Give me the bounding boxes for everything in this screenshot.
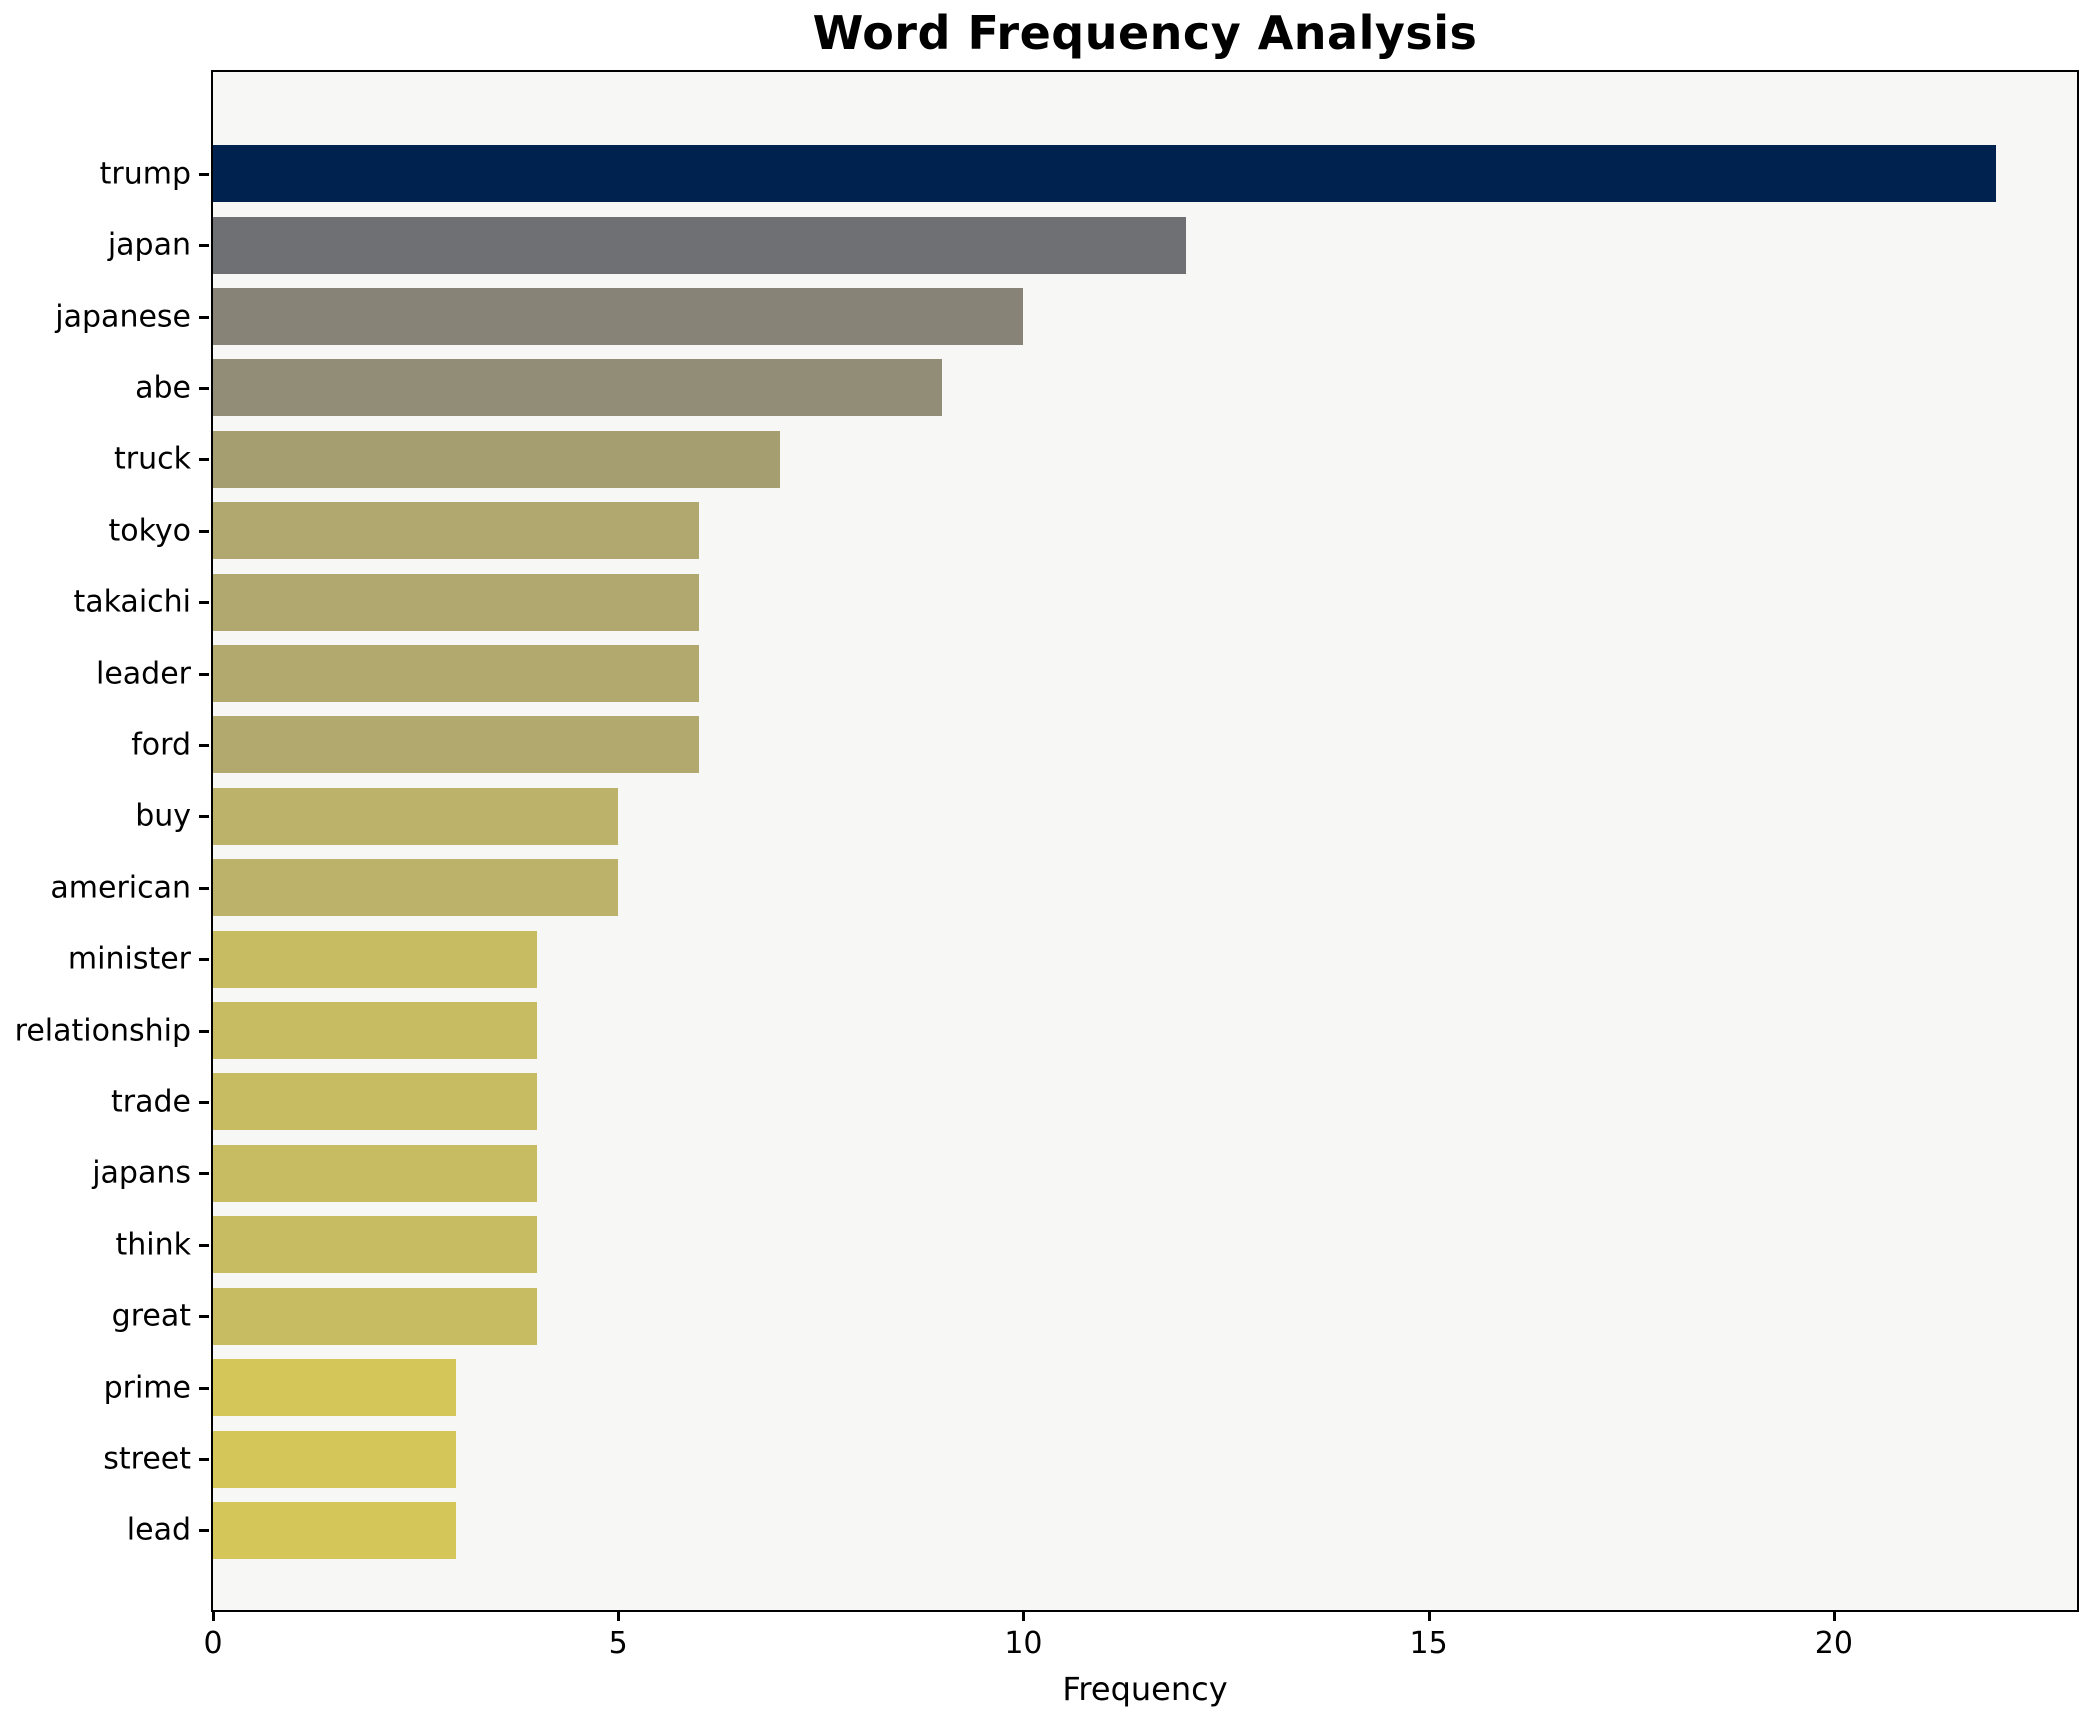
y-tick-label: buy bbox=[135, 798, 191, 834]
bar-row: relationship bbox=[15, 995, 2077, 1066]
x-tick-label: 10 bbox=[1004, 1626, 1043, 1661]
y-tick bbox=[199, 172, 209, 176]
bar-row: takaichi bbox=[73, 566, 2077, 637]
y-tick bbox=[199, 886, 209, 890]
chart-title: Word Frequency Analysis bbox=[812, 6, 1478, 60]
x-axis-label: Frequency bbox=[1062, 1670, 1228, 1708]
y-tick bbox=[199, 1029, 209, 1033]
x-tick bbox=[1832, 1610, 1836, 1621]
bar bbox=[213, 1501, 457, 1559]
bar bbox=[213, 430, 781, 488]
y-tick-label: american bbox=[50, 870, 191, 906]
bar bbox=[213, 930, 538, 988]
bar-row: ford bbox=[131, 709, 2077, 780]
y-tick bbox=[199, 458, 209, 462]
bar bbox=[213, 1359, 457, 1417]
x-tick-label: 20 bbox=[1814, 1626, 1853, 1661]
y-tick bbox=[199, 1172, 209, 1176]
y-tick-label: tokyo bbox=[108, 513, 191, 549]
bar bbox=[213, 787, 619, 845]
y-tick-label: truck bbox=[114, 441, 191, 477]
y-tick-label: street bbox=[103, 1441, 191, 1477]
bar-row: truck bbox=[114, 424, 2077, 495]
x-tick bbox=[1022, 1610, 1026, 1621]
bar bbox=[213, 359, 943, 417]
x-tick bbox=[617, 1610, 621, 1621]
bar-row: japan bbox=[108, 209, 2077, 280]
y-tick bbox=[199, 1315, 209, 1319]
y-tick bbox=[199, 958, 209, 962]
bar-row: abe bbox=[135, 352, 2077, 423]
y-tick bbox=[199, 315, 209, 319]
x-tick bbox=[1427, 1610, 1431, 1621]
bar-row: think bbox=[116, 1209, 2077, 1280]
bar-row: tokyo bbox=[108, 495, 2077, 566]
x-tick-label: 15 bbox=[1409, 1626, 1448, 1661]
bar-row: japanese bbox=[55, 281, 2077, 352]
bar-row: street bbox=[103, 1423, 2077, 1494]
bar bbox=[213, 216, 1186, 274]
bars-container: trump japan japanese abe truck tokyo tak… bbox=[15, 138, 2077, 1566]
y-tick-label: great bbox=[111, 1298, 191, 1334]
bar bbox=[213, 1073, 538, 1131]
y-tick-label: japans bbox=[92, 1155, 191, 1191]
y-tick-label: ford bbox=[131, 727, 191, 763]
bar-row: leader bbox=[96, 638, 2077, 709]
x-tick-label: 5 bbox=[608, 1626, 628, 1661]
y-tick-label: trump bbox=[99, 156, 191, 192]
bar bbox=[213, 716, 700, 774]
y-tick-label: prime bbox=[103, 1370, 191, 1406]
y-tick bbox=[199, 1386, 209, 1390]
y-tick-label: trade bbox=[111, 1084, 191, 1120]
bar-row: lead bbox=[127, 1495, 2077, 1566]
bar bbox=[213, 1287, 538, 1345]
bar-row: american bbox=[50, 852, 2077, 923]
bar bbox=[213, 859, 619, 917]
y-tick-label: takaichi bbox=[73, 584, 191, 620]
y-tick bbox=[199, 1458, 209, 1462]
x-tick bbox=[212, 1610, 215, 1621]
y-tick-label: abe bbox=[135, 370, 191, 406]
bar bbox=[213, 288, 1024, 346]
y-tick-label: leader bbox=[95, 656, 191, 692]
bar bbox=[213, 1430, 457, 1488]
y-tick bbox=[199, 244, 209, 248]
y-tick bbox=[199, 672, 209, 676]
plot-area: trump japan japanese abe truck tokyo tak… bbox=[15, 70, 2079, 1708]
y-tick-label: japan bbox=[107, 227, 191, 263]
bar bbox=[213, 145, 1996, 203]
y-tick bbox=[199, 601, 209, 605]
bar-row: trump bbox=[100, 138, 2077, 209]
bar-row: trade bbox=[111, 1066, 2077, 1137]
y-tick bbox=[199, 386, 209, 390]
y-tick bbox=[199, 1243, 209, 1247]
bar-row: prime bbox=[104, 1352, 2077, 1423]
y-tick-label: think bbox=[115, 1227, 192, 1263]
y-tick bbox=[199, 1100, 209, 1104]
bar-row: minister bbox=[68, 923, 2077, 994]
y-tick-label: minister bbox=[67, 941, 191, 977]
bar bbox=[213, 502, 700, 560]
bar-row: great bbox=[112, 1281, 2077, 1352]
y-tick-label: japanese bbox=[55, 299, 191, 335]
y-tick-label: lead bbox=[126, 1512, 191, 1548]
bar bbox=[213, 1216, 538, 1274]
y-tick bbox=[199, 815, 209, 819]
bar bbox=[213, 1002, 538, 1060]
bar-row: japans bbox=[92, 1138, 2077, 1209]
y-tick bbox=[199, 529, 209, 533]
y-tick bbox=[199, 743, 209, 747]
bar-row: buy bbox=[135, 781, 2077, 852]
y-tick-label: relationship bbox=[14, 1013, 191, 1049]
bar bbox=[213, 1144, 538, 1202]
bar bbox=[213, 573, 700, 631]
bar bbox=[213, 645, 700, 703]
y-tick bbox=[199, 1529, 209, 1533]
x-tick-label: 0 bbox=[203, 1626, 223, 1661]
